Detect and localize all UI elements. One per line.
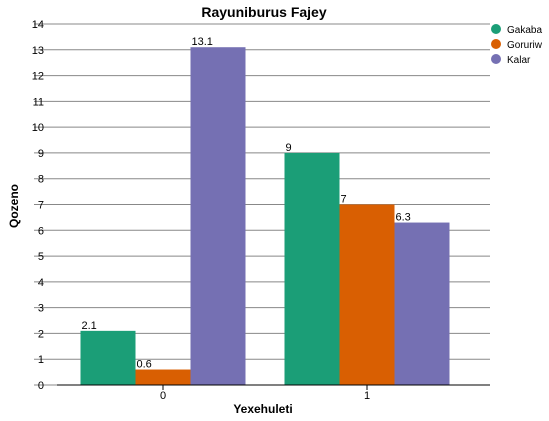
- data-label: 13.1: [192, 36, 213, 48]
- legend-label: Gakaba: [507, 25, 542, 36]
- data-label: 0.6: [137, 359, 152, 371]
- x-tick-label: 1: [364, 390, 370, 402]
- chart-title: Rayuniburus Fajey: [201, 4, 326, 20]
- x-tick-label: 0: [160, 390, 166, 402]
- x-axis-title: Yexehuleti: [233, 402, 292, 416]
- bar: [135, 369, 191, 385]
- bar: [284, 152, 340, 385]
- bars: 2.1 0.6 13.1 9 7 6.3: [80, 36, 450, 385]
- y-tick-label: 5: [38, 251, 44, 263]
- y-tick-label: 13: [32, 45, 44, 57]
- y-tick-label: 7: [38, 200, 44, 212]
- y-tick-label: 6: [38, 225, 44, 237]
- y-tick-label: 11: [33, 96, 44, 108]
- data-label: 2.1: [82, 320, 97, 332]
- y-tick-label: 8: [38, 174, 44, 186]
- gridlines: [34, 23, 490, 386]
- legend: Gakaba Goruriw Kalar: [491, 24, 543, 66]
- bar: [394, 222, 450, 385]
- bar: [190, 47, 246, 385]
- data-label: 9: [286, 142, 292, 154]
- y-tick-label: 12: [32, 71, 44, 83]
- y-tick-label: 9: [38, 148, 44, 160]
- legend-marker: [491, 39, 501, 49]
- y-tick-label: 14: [32, 19, 44, 31]
- legend-marker: [491, 54, 501, 64]
- y-tick-label: 1: [38, 354, 44, 366]
- data-label: 7: [341, 194, 347, 206]
- bar: [339, 204, 395, 385]
- y-tick-label: 4: [38, 277, 44, 289]
- bar: [80, 330, 136, 385]
- y-tick-label: 3: [38, 303, 44, 315]
- y-axis-title: Qozeno: [7, 184, 21, 228]
- y-tick-label: 2: [38, 328, 44, 340]
- y-tick-label: 0: [38, 380, 44, 392]
- y-tick-label: 10: [32, 122, 44, 134]
- legend-label: Kalar: [507, 55, 531, 66]
- data-label: 6.3: [396, 212, 411, 224]
- legend-label: Goruriw: [507, 40, 543, 51]
- legend-marker: [491, 24, 501, 34]
